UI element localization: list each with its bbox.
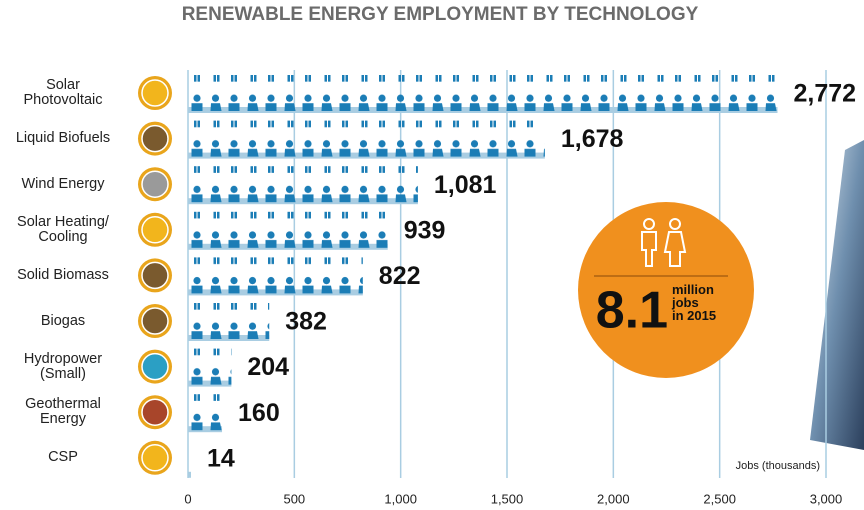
bar	[188, 394, 223, 431]
body	[663, 231, 687, 267]
x-tick-label: 2,000	[597, 491, 630, 506]
icon-face	[141, 261, 169, 290]
category-label: Biogas	[40, 312, 86, 329]
category-label: Hydropower (Small)	[23, 350, 103, 382]
bar	[188, 303, 270, 339]
icon-face	[141, 307, 169, 335]
bar	[188, 257, 363, 294]
x-tick-label: 1,000	[384, 491, 417, 506]
value-label: 1,678	[561, 125, 624, 153]
head	[643, 218, 655, 230]
category-label: Solid Biomass	[17, 266, 109, 283]
x-axis-label: Jobs (thousands)	[736, 460, 820, 472]
photo	[810, 140, 864, 450]
bar	[188, 211, 388, 248]
x-tick-label: 3,000	[810, 491, 843, 506]
category-icon	[138, 121, 172, 156]
category-icon	[138, 167, 172, 202]
category-icon	[138, 212, 172, 247]
bar	[188, 120, 545, 157]
bar	[188, 166, 418, 203]
bar	[188, 348, 232, 385]
value-label: 160	[238, 399, 280, 427]
category-label: CSP	[48, 449, 78, 466]
category-label: Liquid Biofuels	[15, 130, 111, 147]
people-icon	[641, 218, 687, 267]
value-label: 939	[404, 216, 446, 244]
icon-face	[141, 79, 169, 107]
x-tick-label: 1,500	[491, 491, 524, 506]
body	[641, 231, 657, 267]
callout-circle	[578, 202, 754, 378]
category-icon	[138, 76, 172, 110]
value-label: 822	[379, 262, 421, 290]
category-icon	[138, 258, 172, 293]
icon-face	[141, 124, 169, 153]
x-tick-label: 500	[283, 491, 305, 506]
callout-number: 8.1	[596, 282, 668, 340]
chart-title: RENEWABLE ENERGY EMPLOYMENT BY TECHNOLOG…	[182, 4, 699, 25]
category-label: Solar Photovoltaic	[23, 77, 103, 108]
value-label: 2,772	[794, 80, 857, 108]
category-label: Wind Energy	[21, 175, 105, 192]
x-tick-label: 2,500	[703, 491, 736, 506]
category-icon	[138, 349, 172, 384]
bar	[188, 75, 778, 111]
icon-face	[141, 352, 169, 381]
icon-face	[141, 398, 169, 426]
head	[669, 218, 681, 230]
value-label: 1,081	[434, 171, 497, 199]
value-label: 14	[207, 444, 235, 472]
bar	[188, 439, 191, 476]
category-icon	[138, 440, 172, 475]
category-icon	[138, 304, 172, 338]
icon-face	[141, 170, 169, 198]
category-label: Solar Heating/ Cooling	[17, 213, 109, 245]
icon-face	[141, 444, 169, 472]
value-label: 204	[247, 353, 289, 381]
x-tick-label: 0	[184, 491, 191, 506]
category-icon	[138, 395, 172, 430]
value-label: 382	[285, 308, 327, 336]
category-label: Geothermal Energy	[25, 396, 101, 428]
callout-text: million jobs in 2015	[672, 282, 717, 323]
icon-face	[141, 216, 169, 244]
